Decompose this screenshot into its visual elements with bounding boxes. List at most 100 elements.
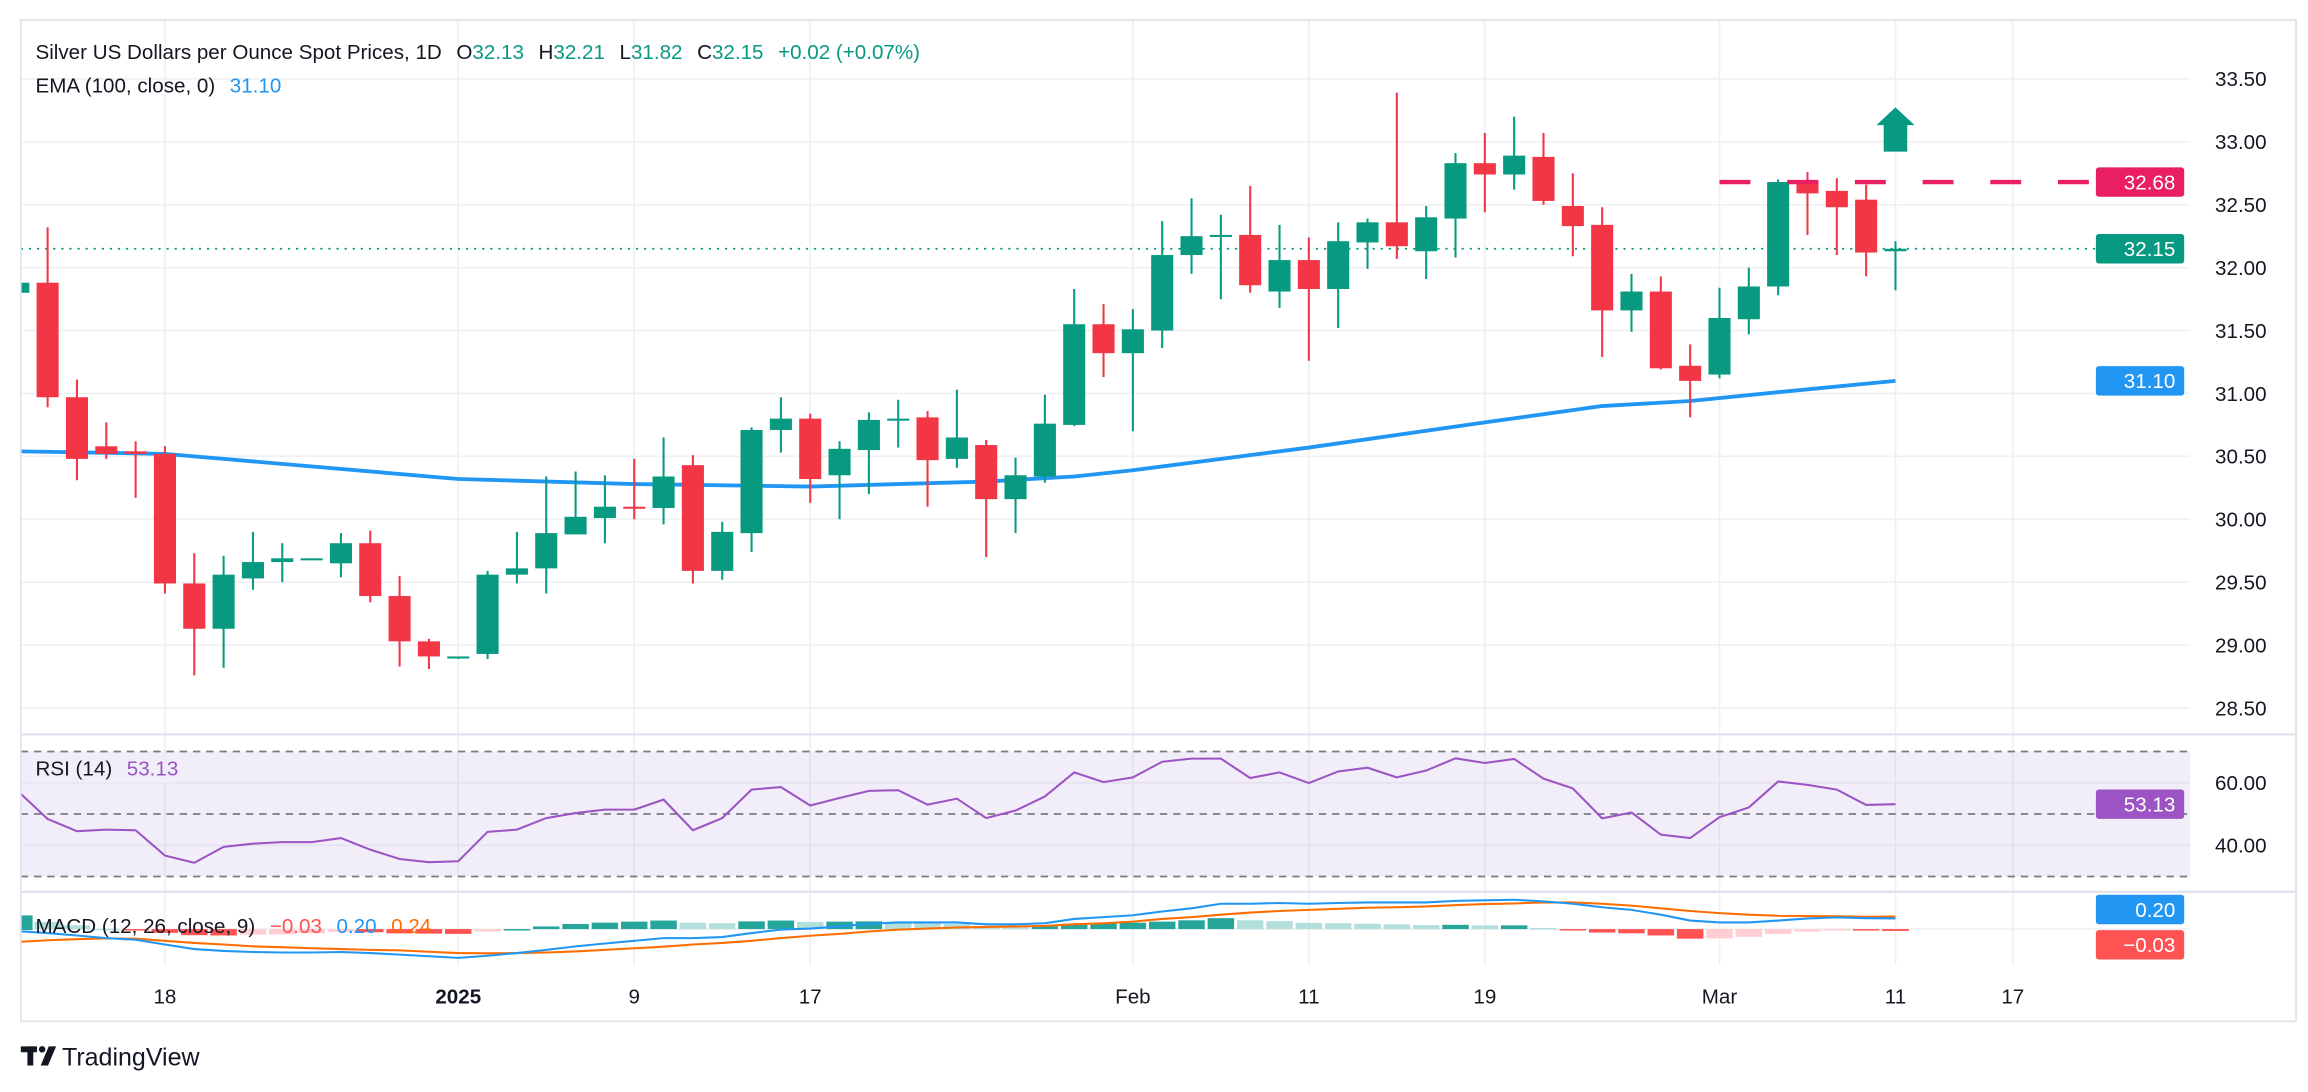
candle[interactable] — [769, 397, 792, 453]
candle[interactable] — [1356, 218, 1379, 269]
ema-100-line[interactable] — [18, 378, 1896, 489]
close-value: 32.15 — [712, 41, 764, 64]
candle-body — [124, 451, 147, 454]
macd-hist-badge-bg — [2095, 930, 2185, 960]
macd-histogram-bar — [1588, 929, 1616, 933]
candle[interactable] — [887, 399, 910, 448]
candle[interactable] — [623, 458, 646, 520]
macd-histogram-bar — [1500, 925, 1528, 930]
candle[interactable] — [564, 471, 587, 535]
candle[interactable] — [476, 570, 499, 659]
candle[interactable] — [711, 521, 734, 580]
candle[interactable] — [535, 476, 558, 594]
candle-body — [711, 531, 734, 571]
candle[interactable] — [945, 389, 968, 468]
candle[interactable] — [1708, 287, 1731, 379]
rsi-label[interactable]: RSI (14) — [36, 758, 113, 781]
candle[interactable] — [95, 422, 118, 459]
candle[interactable] — [329, 533, 352, 578]
candle[interactable] — [65, 379, 88, 481]
candle[interactable] — [212, 555, 235, 668]
candle[interactable] — [1561, 173, 1584, 257]
candle[interactable] — [828, 441, 851, 520]
candle[interactable] — [1649, 276, 1672, 370]
candle[interactable] — [1092, 304, 1115, 378]
candle[interactable] — [1532, 132, 1555, 205]
candle[interactable] — [975, 440, 998, 558]
candle[interactable] — [153, 446, 176, 594]
candle[interactable] — [1209, 214, 1232, 300]
symbol-title[interactable]: Silver US Dollars per Ounce Spot Prices,… — [36, 41, 442, 64]
ema-label[interactable]: EMA (100, close, 0) — [36, 75, 216, 98]
candle[interactable] — [1033, 394, 1056, 483]
macd-label[interactable]: MACD (12, 26, close, 9) — [36, 915, 256, 938]
candle[interactable] — [1620, 273, 1643, 332]
candle[interactable] — [447, 656, 470, 659]
macd-histogram-bar — [1764, 929, 1792, 934]
macd-line[interactable] — [18, 898, 1896, 959]
candle[interactable] — [241, 531, 264, 590]
candle[interactable] — [1591, 207, 1614, 357]
candle[interactable] — [1063, 289, 1086, 427]
time-tick-label: 11 — [1298, 986, 1319, 1009]
candle[interactable] — [681, 455, 704, 584]
candle[interactable] — [1884, 241, 1907, 291]
candle[interactable] — [124, 441, 147, 498]
candle[interactable] — [857, 412, 880, 495]
candle[interactable] — [1297, 237, 1320, 361]
tradingview-logo[interactable]: TradingView — [20, 1044, 201, 1072]
candle-body — [476, 574, 499, 654]
macd-histogram-bar — [1090, 922, 1117, 930]
candle[interactable] — [359, 530, 382, 603]
candle[interactable] — [1679, 344, 1702, 418]
candle[interactable] — [740, 427, 763, 553]
candle[interactable] — [1503, 116, 1526, 190]
candle[interactable] — [1151, 221, 1174, 349]
candle[interactable] — [271, 543, 294, 583]
candle[interactable] — [1473, 132, 1496, 213]
candle-body — [1415, 217, 1438, 252]
candle[interactable] — [1268, 224, 1291, 308]
candle-body — [1884, 248, 1907, 252]
macd-pane[interactable] — [5, 898, 2191, 959]
candle[interactable] — [1767, 179, 1790, 296]
macd-histogram-bar — [1060, 923, 1088, 930]
candle[interactable] — [417, 638, 440, 670]
candle[interactable] — [36, 227, 59, 408]
rsi-line[interactable] — [18, 757, 1896, 864]
candle[interactable] — [1239, 185, 1262, 293]
candle[interactable] — [1825, 178, 1848, 256]
candle[interactable] — [1855, 184, 1878, 277]
candle[interactable] — [300, 558, 323, 561]
macd-histogram-bar — [1178, 920, 1205, 930]
macd-signal-line[interactable] — [18, 901, 1896, 955]
candle[interactable] — [799, 413, 822, 503]
candle-body — [1649, 291, 1672, 369]
candle[interactable] — [183, 553, 206, 676]
price-tick-label: 32.00 — [2215, 257, 2267, 280]
open-label: O — [456, 41, 472, 64]
candle[interactable] — [1004, 457, 1027, 534]
candle[interactable] — [7, 278, 30, 296]
candle[interactable] — [1121, 309, 1144, 432]
candle-body — [1063, 324, 1086, 425]
price-tick-label: 28.50 — [2215, 697, 2267, 720]
candle[interactable] — [652, 437, 675, 525]
candle[interactable] — [1385, 92, 1408, 259]
candle[interactable] — [1327, 222, 1350, 329]
candle[interactable] — [1444, 153, 1467, 258]
rsi-pane[interactable] — [18, 750, 2296, 878]
macd-histogram-bar — [1823, 929, 1851, 931]
axes: 33.50 33.00 32.50 32.00 31.50 31.00 30.50 30.00… — [153, 68, 2266, 1008]
candle[interactable] — [388, 575, 411, 667]
price-pane[interactable] — [7, 92, 2191, 676]
candle[interactable] — [1737, 267, 1760, 335]
price-tick-label: 33.50 — [2215, 68, 2267, 91]
candle-body — [36, 282, 59, 398]
candle[interactable] — [1180, 198, 1203, 274]
candle[interactable] — [916, 411, 939, 507]
candle[interactable] — [505, 531, 528, 584]
candle[interactable] — [1415, 205, 1438, 279]
candle[interactable] — [593, 475, 616, 544]
